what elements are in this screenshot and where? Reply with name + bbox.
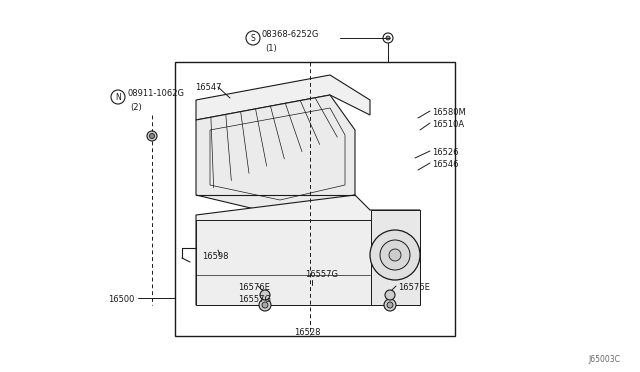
Polygon shape <box>196 95 355 215</box>
Circle shape <box>383 33 393 43</box>
Circle shape <box>380 240 410 270</box>
Circle shape <box>387 302 393 308</box>
Text: 16526: 16526 <box>432 148 458 157</box>
Circle shape <box>260 290 270 300</box>
Text: 16576E: 16576E <box>398 283 430 292</box>
Text: J65003C: J65003C <box>588 355 620 364</box>
Circle shape <box>111 90 125 104</box>
Bar <box>175 62 455 336</box>
Text: 16546: 16546 <box>432 160 458 169</box>
Text: 16547: 16547 <box>195 83 221 92</box>
Circle shape <box>262 302 268 308</box>
Text: N: N <box>115 93 121 102</box>
Circle shape <box>150 134 154 138</box>
Circle shape <box>147 131 157 141</box>
Polygon shape <box>196 195 420 305</box>
Circle shape <box>246 31 260 45</box>
Polygon shape <box>196 75 370 120</box>
Text: 16510A: 16510A <box>432 120 464 129</box>
Circle shape <box>385 290 395 300</box>
Circle shape <box>384 299 396 311</box>
Bar <box>371 210 420 305</box>
Text: 16598: 16598 <box>202 252 228 261</box>
Text: 08911-1062G: 08911-1062G <box>127 89 184 97</box>
Text: (1): (1) <box>265 44 276 53</box>
Text: 16557G: 16557G <box>238 295 271 304</box>
Text: 16557G: 16557G <box>305 270 338 279</box>
Circle shape <box>386 36 390 40</box>
Bar <box>196 220 371 305</box>
Text: 16576E: 16576E <box>238 283 270 292</box>
Circle shape <box>389 249 401 261</box>
Text: 08368-6252G: 08368-6252G <box>262 29 319 38</box>
Text: 16528: 16528 <box>294 328 320 337</box>
Circle shape <box>370 230 420 280</box>
Text: 16580M: 16580M <box>432 108 466 117</box>
Text: (2): (2) <box>130 103 141 112</box>
Circle shape <box>259 299 271 311</box>
Text: S: S <box>251 33 255 42</box>
Text: 16500: 16500 <box>108 295 134 304</box>
